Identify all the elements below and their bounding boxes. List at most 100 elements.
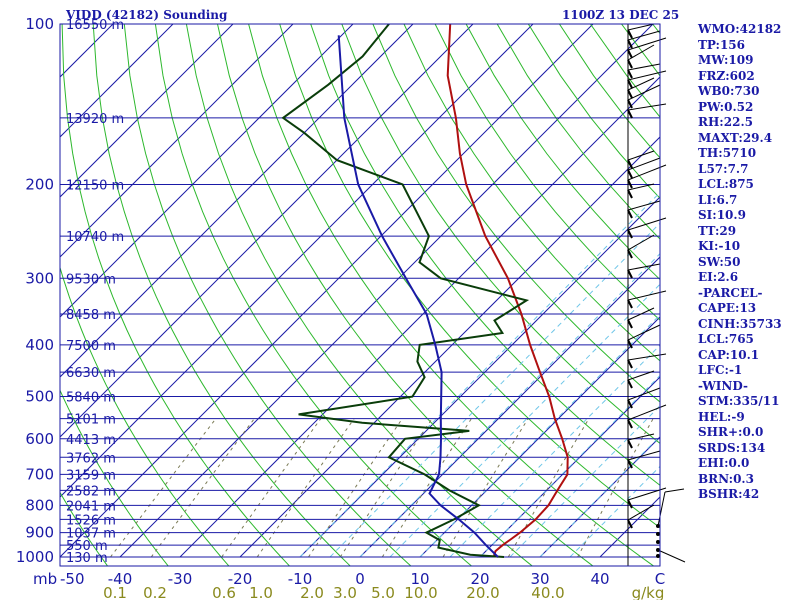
index-item: SHR+:0.0 [698, 425, 764, 439]
wind-barb [627, 387, 661, 401]
isotherm-line [60, 24, 354, 318]
mixing-ratio-label: 20.0 [466, 584, 499, 600]
mixing-ratio-label: 0.2 [143, 584, 167, 600]
temperature-tick: 20 [470, 570, 489, 588]
dry-adiabat [465, 24, 660, 281]
temperature-tick: 0 [355, 570, 365, 588]
height-label: 1037 m [66, 527, 116, 542]
index-item: LCL:875 [698, 177, 754, 191]
height-label: 9530 m [66, 272, 116, 287]
temperature-tick: -10 [288, 570, 313, 588]
mixing-ratio-label: 40.0 [531, 584, 564, 600]
wind-barb-flag [627, 49, 633, 59]
wind-barb [627, 504, 655, 521]
height-label: 13920 m [66, 112, 124, 127]
wind-barb-flag [627, 79, 633, 89]
isotherm-line [119, 24, 654, 558]
wind-barb-flag [627, 209, 633, 219]
wind-barb-flag [627, 69, 633, 79]
wind-barb-flag [627, 519, 633, 529]
pressure-label: 800 [25, 496, 54, 514]
surface-wind-barb [657, 491, 666, 527]
pressure-label: 1000 [16, 548, 54, 566]
height-label: 1526 m [66, 513, 116, 528]
isotherm-line [239, 136, 660, 558]
isotherm-line [479, 376, 660, 558]
index-item: TH:5710 [698, 146, 757, 160]
pressure-label: 100 [25, 15, 54, 33]
mixing-ratio-line [256, 418, 355, 558]
wind-barb [627, 324, 661, 341]
temperature-profile [446, 24, 569, 558]
index-item: BRN:0.3 [698, 471, 754, 486]
wind-barb-flag [627, 29, 633, 39]
index-item: BSHR:42 [698, 487, 760, 501]
wind-barb-flag [627, 109, 633, 119]
dry-adiabat [403, 24, 660, 362]
wind-barb [627, 30, 661, 41]
wind-barb [627, 84, 661, 101]
dry-adiabat [60, 265, 230, 566]
wind-barb-flag [627, 99, 633, 109]
wind-barb-flag [627, 419, 633, 429]
wind-barb [627, 23, 655, 31]
wind-barb [627, 433, 655, 441]
mixing-ratio-line [150, 418, 255, 558]
mixing-ratio-line [221, 418, 322, 558]
height-label: 12150 m [66, 178, 124, 193]
wind-barb-flag [627, 269, 633, 279]
height-label: 3159 m [66, 468, 116, 483]
isotherm-line [539, 436, 660, 558]
index-item: PW:0.52 [698, 99, 754, 114]
temperature-tick: 10 [410, 570, 429, 588]
wind-barb [627, 450, 661, 461]
isotherm-line [60, 24, 174, 138]
temperature-tick: 30 [530, 570, 549, 588]
mixing-ratio-line [442, 418, 529, 558]
index-item: KI:-10 [698, 239, 741, 253]
dry-adiabat [154, 24, 473, 566]
dry-adiabat [61, 24, 291, 566]
index-item: EI:2.6 [698, 270, 739, 284]
index-item: SI:10.9 [698, 208, 746, 222]
wind-barb-flag [627, 249, 633, 259]
dry-adiabat [372, 24, 660, 403]
height-label: 8458 m [66, 308, 116, 323]
height-label: 6630 m [66, 366, 116, 381]
isotherm-line [299, 196, 660, 558]
index-item: MW:109 [698, 53, 754, 67]
temperature-tick: C [655, 570, 665, 588]
wind-barb [627, 200, 661, 211]
pressure-label: 200 [25, 175, 54, 193]
station-title: VIDD (42182) Sounding [66, 8, 228, 22]
wind-barb-flag [627, 499, 633, 509]
isotherm-line [179, 76, 660, 558]
sounding-time: 1100Z 13 DEC 25 [562, 8, 680, 22]
dry-adiabat [92, 24, 351, 566]
index-item: CAP:10.1 [698, 347, 760, 362]
wind-barb-flag [627, 159, 633, 169]
index-item: CAPE:13 [698, 301, 757, 315]
mixing-ratio-line [381, 418, 472, 558]
index-item: STM:335/11 [698, 394, 780, 408]
height-label: 2041 m [66, 499, 116, 514]
mixing-ratio-label: 2.0 [300, 584, 324, 600]
wind-barb-flag [627, 319, 633, 329]
index-item: RH:22.5 [698, 115, 753, 129]
wind-barb [627, 150, 655, 161]
dry-adiabat [279, 24, 660, 529]
pressure-label: 900 [25, 524, 54, 542]
mixing-ratio-label: 1.0 [249, 584, 273, 600]
index-item: LCL:765 [698, 332, 754, 346]
height-label: 130 m [66, 551, 108, 566]
wind-barb-flag [627, 359, 633, 369]
mixing-ratio-label: 0.6 [212, 584, 236, 600]
isotherm-line [60, 24, 294, 258]
height-label: 7500 m [66, 339, 116, 354]
parcel-profile [337, 35, 499, 558]
wind-barb-flag [627, 169, 633, 179]
mixing-ratio-label: g/kg [632, 584, 665, 600]
temperature-tick: -20 [228, 570, 253, 588]
dry-adiabat [310, 24, 660, 486]
isotherm-line [60, 24, 474, 438]
